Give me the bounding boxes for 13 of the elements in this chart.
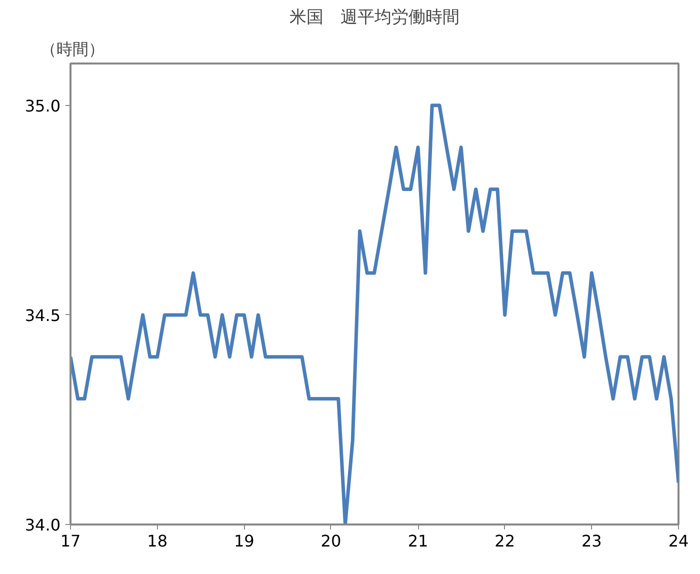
y-tick-label: 34.0 bbox=[24, 516, 60, 534]
x-tick-label: 17 bbox=[60, 532, 81, 550]
x-tick-label: 19 bbox=[234, 532, 254, 550]
y-tick-label: 34.5 bbox=[24, 306, 60, 325]
x-tick-label: 23 bbox=[581, 532, 602, 550]
x-tick-label: 20 bbox=[320, 532, 342, 550]
x-tick-label: 24 bbox=[668, 532, 689, 550]
y-axis-title: （時間） bbox=[40, 40, 104, 58]
x-tick-label: 18 bbox=[147, 532, 168, 550]
chart-title: 米国 週平均労働時間 bbox=[290, 8, 460, 28]
x-tick-label: 21 bbox=[408, 532, 428, 550]
x-tick-label: 22 bbox=[494, 532, 516, 550]
y-tick-label: 35.0 bbox=[24, 96, 60, 116]
